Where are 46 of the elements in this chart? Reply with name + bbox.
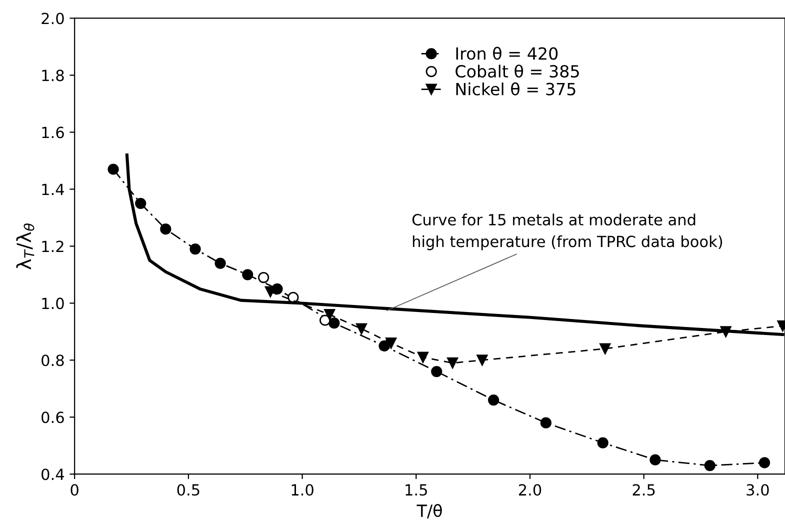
point [488, 394, 500, 406]
legend-label: Cobalt θ = 385 [456, 64, 579, 78]
x-tick-label: 0.5 [177, 484, 200, 496]
point [160, 224, 172, 235]
y-tick-label: 1.0 [42, 298, 64, 310]
x-tick-label: 1.5 [406, 484, 427, 496]
y-tick-label: 0.6 [42, 412, 64, 424]
y-tick-label: 1.6 [42, 126, 64, 138]
point [758, 457, 770, 468]
x-tick-label: 3.0 [746, 484, 769, 496]
y-tick-label: 1.4 [42, 184, 64, 195]
y-tick-label: 0.4 [42, 468, 64, 480]
legend-label: Nickel θ = 375 [456, 82, 576, 96]
point [214, 258, 226, 269]
legend-label: Iron θ = 420 [456, 46, 558, 60]
x-tick-label: 0 [70, 484, 78, 496]
point [386, 337, 397, 349]
point [476, 354, 488, 366]
point [356, 323, 368, 334]
point [600, 343, 611, 354]
y-tick-label: 1.8 [42, 70, 64, 82]
y-axis-title: λ$_{T}$/λ$_{θ}$ [16, 224, 34, 270]
point [431, 366, 442, 378]
y-tick-label: 0.8 [42, 354, 64, 366]
x-tick-label: 1.0 [292, 484, 314, 496]
point [417, 352, 429, 363]
point [650, 454, 661, 466]
point [108, 164, 119, 175]
point [447, 357, 458, 369]
point [378, 340, 390, 352]
point [190, 243, 201, 255]
y-tick-label: 1.2 [42, 240, 64, 252]
point [319, 314, 331, 326]
x-tick-label: 2.0 [518, 484, 542, 496]
annotation: Curve for 15 metals at moderate and high temperature (from TPRC data book) [412, 214, 722, 250]
x-axis-title: T/θ [416, 504, 442, 518]
y-tick-label: 2.0 [42, 12, 64, 24]
point [540, 417, 552, 428]
point [704, 460, 716, 472]
point [135, 198, 146, 209]
point [258, 272, 270, 284]
point [597, 437, 608, 448]
point [328, 318, 340, 329]
point [242, 269, 254, 280]
x-tick-label: 2.5 [632, 484, 655, 496]
point [324, 309, 336, 320]
